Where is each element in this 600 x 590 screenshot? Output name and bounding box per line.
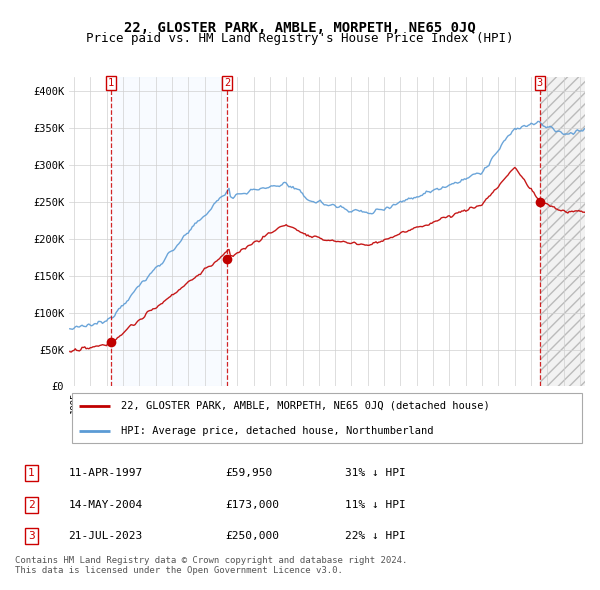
- Text: 1: 1: [28, 468, 35, 478]
- Text: HPI: Average price, detached house, Northumberland: HPI: Average price, detached house, Nort…: [121, 426, 433, 436]
- Text: Contains HM Land Registry data © Crown copyright and database right 2024.
This d: Contains HM Land Registry data © Crown c…: [15, 556, 407, 575]
- Text: £59,950: £59,950: [226, 468, 273, 478]
- Text: 11-APR-1997: 11-APR-1997: [68, 468, 143, 478]
- Bar: [540, 77, 585, 386]
- Text: 22% ↓ HPI: 22% ↓ HPI: [344, 531, 406, 541]
- Text: 14-MAY-2004: 14-MAY-2004: [68, 500, 143, 510]
- Text: 1: 1: [108, 78, 114, 88]
- Text: 22, GLOSTER PARK, AMBLE, MORPETH, NE65 0JQ (detached house): 22, GLOSTER PARK, AMBLE, MORPETH, NE65 0…: [121, 401, 490, 411]
- Text: 2: 2: [224, 78, 230, 88]
- Text: £173,000: £173,000: [226, 500, 280, 510]
- Text: 3: 3: [28, 531, 35, 541]
- Text: £250,000: £250,000: [226, 531, 280, 541]
- Text: 21-JUL-2023: 21-JUL-2023: [68, 531, 143, 541]
- Bar: [111, 77, 227, 386]
- Text: 2: 2: [28, 500, 35, 510]
- Text: Price paid vs. HM Land Registry's House Price Index (HPI): Price paid vs. HM Land Registry's House …: [86, 32, 514, 45]
- Bar: [540, 77, 585, 386]
- FancyBboxPatch shape: [71, 393, 583, 443]
- Text: 31% ↓ HPI: 31% ↓ HPI: [344, 468, 406, 478]
- Text: 3: 3: [537, 78, 543, 88]
- Text: 22, GLOSTER PARK, AMBLE, MORPETH, NE65 0JQ: 22, GLOSTER PARK, AMBLE, MORPETH, NE65 0…: [124, 21, 476, 35]
- Text: 11% ↓ HPI: 11% ↓ HPI: [344, 500, 406, 510]
